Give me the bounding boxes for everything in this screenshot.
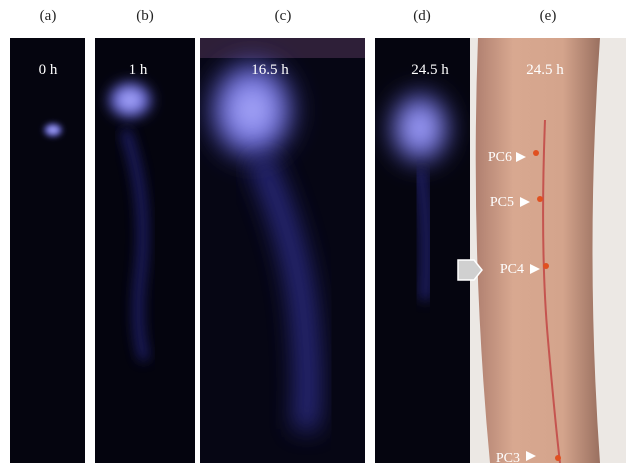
time-label: 1 h	[129, 62, 148, 78]
figure: (a) (b) (c) (d) (e) 0 h 1 h 16.5 h 24.5 …	[0, 0, 626, 463]
time-label: 24.5 h	[526, 62, 564, 78]
time-label: 0 h	[39, 62, 58, 78]
panel-e	[470, 38, 626, 463]
time-label: 16.5 h	[251, 62, 289, 78]
acupoint-label: PC4	[500, 262, 524, 277]
panel-c	[200, 38, 365, 463]
acupoint-label: PC6	[488, 150, 512, 165]
panel-b	[95, 38, 195, 463]
panel-label: (a)	[40, 8, 57, 24]
acupoint-label: PC3	[496, 451, 520, 463]
time-label: 24.5 h	[411, 62, 449, 78]
panel-label: (b)	[136, 8, 154, 24]
panel-label: (e)	[540, 8, 557, 24]
panel-label: (c)	[275, 8, 292, 24]
acupoint-label: PC5	[490, 195, 514, 210]
panel-d	[375, 38, 470, 463]
panel-a	[10, 38, 85, 463]
panel-label: (d)	[413, 8, 431, 24]
